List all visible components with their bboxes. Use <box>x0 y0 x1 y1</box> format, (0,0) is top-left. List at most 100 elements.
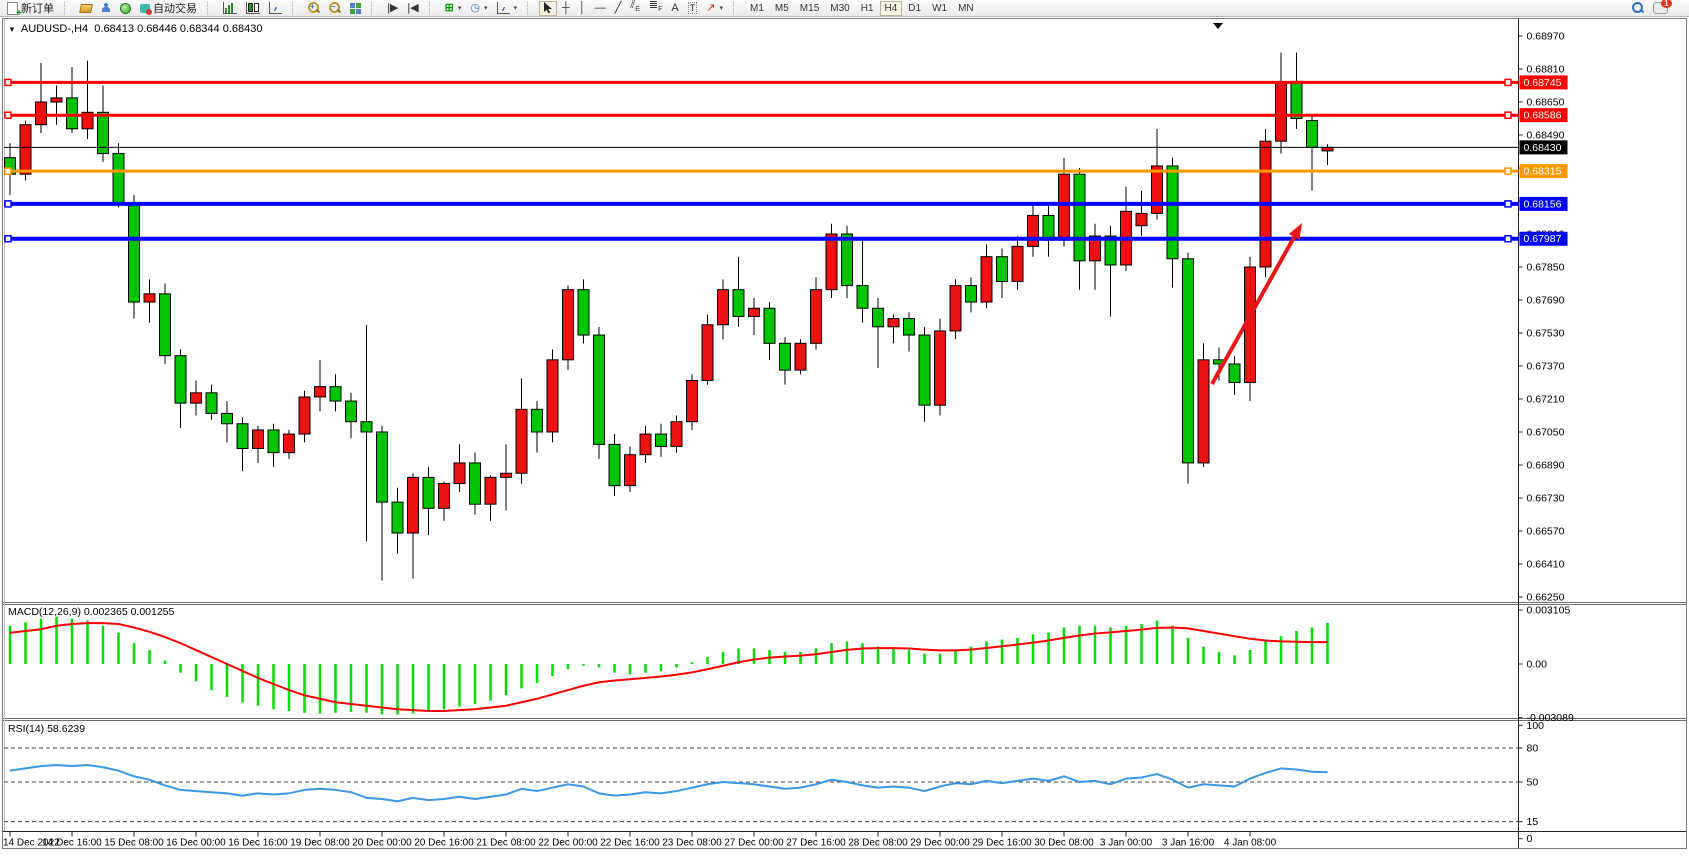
timeframe-m15[interactable]: M15 <box>795 1 824 16</box>
signals-button[interactable] <box>116 1 135 16</box>
svg-text:27 Dec 00:00: 27 Dec 00:00 <box>724 838 784 849</box>
macd-panel: 0.003105 0.00 -0.003089 <box>8 605 1574 724</box>
svg-text:0.67370: 0.67370 <box>1527 361 1565 373</box>
timeframe-w1[interactable]: W1 <box>927 1 952 16</box>
chart-shift-button[interactable]: |◀ <box>403 1 422 16</box>
svg-text:15: 15 <box>1527 816 1539 828</box>
toolbar-separator <box>732 1 741 15</box>
text-tool-button[interactable]: A <box>667 1 682 16</box>
templates-button[interactable]: ▾ <box>493 1 522 16</box>
svg-text:0.68315: 0.68315 <box>1524 166 1562 178</box>
svg-text:0.68810: 0.68810 <box>1527 64 1565 76</box>
svg-text:0.68156: 0.68156 <box>1524 198 1562 210</box>
svg-text:14 Dec 2022: 14 Dec 2022 <box>3 838 60 849</box>
macd-indicator-label: MACD(12,26,9) 0.002365 0.001255 <box>8 606 175 618</box>
cursor-tool-button[interactable] <box>539 0 558 16</box>
svg-text:0.66730: 0.66730 <box>1527 493 1565 505</box>
indicators-icon: ⊞ <box>444 1 454 14</box>
arrows-tool-button[interactable]: ↗ ▾ <box>702 1 727 16</box>
text-label-tool-button[interactable]: T <box>684 1 702 16</box>
line-chart-icon <box>269 2 282 14</box>
signal-icon <box>120 2 131 14</box>
svg-text:0.67987: 0.67987 <box>1524 233 1562 245</box>
horizontal-lines: 0.68745 0.68586 0.68430 0.68315 0.68156 0.679… <box>4 75 1568 246</box>
svg-text:0.68430: 0.68430 <box>1524 142 1562 154</box>
trendline-tool-button[interactable]: ╱ <box>611 1 626 16</box>
zoom-in-button[interactable]: + <box>304 1 324 16</box>
new-order-icon <box>7 1 22 19</box>
timeframe-m30[interactable]: M30 <box>825 1 854 16</box>
svg-text:16 Dec 00:00: 16 Dec 00:00 <box>166 838 226 849</box>
vertical-line-tool-button[interactable]: │ <box>575 1 590 16</box>
svg-text:80: 80 <box>1527 743 1539 755</box>
fibonacci-icon: ≣F <box>648 0 663 14</box>
text-label-icon: T <box>687 2 698 14</box>
svg-text:23 Dec 08:00: 23 Dec 08:00 <box>662 838 722 849</box>
svg-text:0.68745: 0.68745 <box>1524 77 1562 89</box>
text-icon: A <box>671 1 679 14</box>
svg-text:22 Dec 16:00: 22 Dec 16:00 <box>600 838 660 849</box>
svg-text:14 Dec 16:00: 14 Dec 16:00 <box>42 838 102 849</box>
chevron-down-icon: ▾ <box>484 5 488 12</box>
community-button[interactable] <box>97 1 115 16</box>
svg-text:100: 100 <box>1527 720 1545 732</box>
svg-text:0.68970: 0.68970 <box>1527 31 1565 43</box>
candlestick-chart-button[interactable] <box>242 1 264 16</box>
gold-panel-button[interactable] <box>76 1 96 16</box>
tile-windows-icon <box>350 2 361 14</box>
svg-text:3 Jan 16:00: 3 Jan 16:00 <box>1162 838 1215 849</box>
svg-text:0.68586: 0.68586 <box>1524 110 1562 122</box>
svg-text:16 Dec 16:00: 16 Dec 16:00 <box>228 838 288 849</box>
notification-badge: 1 <box>1661 0 1672 8</box>
chart-menu-triangle-icon[interactable]: ▼ <box>8 24 16 34</box>
svg-text:28 Dec 08:00: 28 Dec 08:00 <box>848 838 908 849</box>
line-chart-button[interactable] <box>265 1 286 16</box>
svg-text:15 Dec 08:00: 15 Dec 08:00 <box>104 838 164 849</box>
notifications-button[interactable]: 1 <box>1649 0 1672 16</box>
timeframe-m1[interactable]: M1 <box>745 1 769 16</box>
toolbar-separator <box>64 1 72 15</box>
timeframe-m5[interactable]: M5 <box>770 1 794 16</box>
person-icon <box>101 3 111 13</box>
svg-text:0.00: 0.00 <box>1527 659 1548 671</box>
chart-frame <box>2 18 1687 849</box>
svg-text:0.66410: 0.66410 <box>1527 559 1565 571</box>
gold-cube-icon <box>79 3 93 13</box>
svg-text:0.67690: 0.67690 <box>1527 295 1565 307</box>
cursor-icon <box>544 2 553 14</box>
chevron-down-icon: ▾ <box>513 5 518 12</box>
svg-text:0.67850: 0.67850 <box>1527 262 1565 274</box>
crosshair-tool-button[interactable]: ┼ <box>558 1 574 16</box>
periods-button[interactable]: ◷ ▾ <box>466 1 491 16</box>
channel-tool-button[interactable]: ⫽E <box>626 0 644 16</box>
horizontal-line-tool-button[interactable]: — <box>591 1 610 16</box>
template-icon <box>496 2 510 14</box>
timeframe-h4[interactable]: H4 <box>879 0 903 16</box>
candlestick-chart-icon <box>246 2 260 14</box>
auto-scroll-button[interactable]: |▶ <box>383 1 402 16</box>
tile-windows-button[interactable] <box>346 1 365 16</box>
auto-trading-button[interactable]: 自动交易 <box>136 1 201 16</box>
clock-icon: ◷ <box>470 1 480 14</box>
timeframe-d1[interactable]: D1 <box>903 1 926 16</box>
search-icon <box>1632 2 1644 14</box>
rsi-panel: 100 80 50 15 0 <box>4 720 1544 845</box>
symbol-quote-text: AUDUSD-,H4 0.68413 0.68446 0.68344 0.684… <box>20 23 263 35</box>
timeframe-h1[interactable]: H1 <box>856 1 879 16</box>
trend-arrow-annotation <box>1210 223 1302 385</box>
timeframe-mn[interactable]: MN <box>953 1 979 16</box>
bar-chart-button[interactable] <box>219 1 241 16</box>
zoom-out-button[interactable]: − <box>325 1 345 16</box>
new-order-button[interactable]: 新订单 <box>3 1 58 19</box>
search-button[interactable] <box>1628 1 1648 16</box>
auto-scroll-icon: |▶ <box>387 1 399 14</box>
fibonacci-tool-button[interactable]: ≣F <box>645 0 667 16</box>
svg-text:21 Dec 08:00: 21 Dec 08:00 <box>476 838 536 849</box>
svg-text:0.67210: 0.67210 <box>1527 394 1565 406</box>
svg-text:0.003105: 0.003105 <box>1527 605 1571 617</box>
svg-text:29 Dec 16:00: 29 Dec 16:00 <box>972 838 1032 849</box>
indicators-button[interactable]: ⊞ ▾ <box>441 1 466 16</box>
